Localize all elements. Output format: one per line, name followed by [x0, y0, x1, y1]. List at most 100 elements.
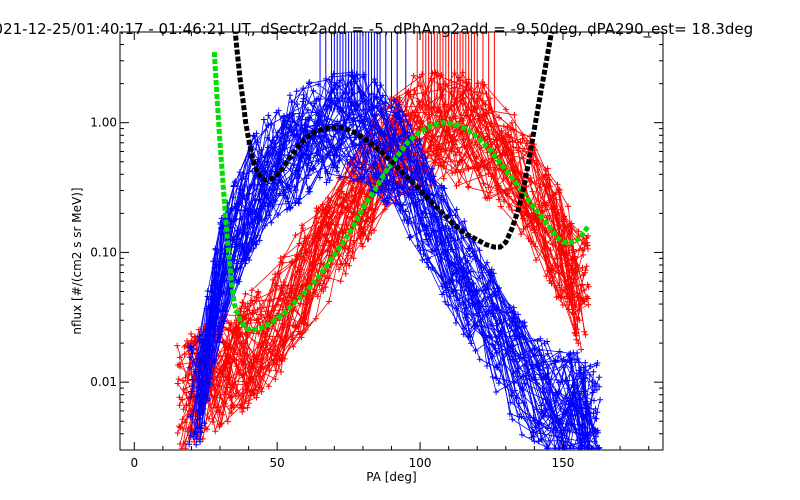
blue-marker — [375, 189, 381, 196]
red-marker — [225, 343, 232, 350]
blue-marker — [310, 87, 317, 94]
blue-marker — [582, 359, 589, 366]
blue-marker — [287, 165, 294, 172]
red-marker — [349, 248, 356, 255]
blue-marker — [197, 438, 204, 445]
red-marker — [251, 392, 258, 398]
blue-marker — [454, 297, 461, 304]
red-marker — [572, 303, 579, 310]
blue-marker — [240, 243, 247, 250]
blue-marker — [596, 374, 603, 381]
blue-marker — [302, 116, 309, 123]
red-marker — [449, 170, 456, 177]
red-marker — [569, 267, 576, 273]
red-marker — [181, 351, 188, 358]
red-marker — [575, 228, 582, 235]
red-marker — [442, 83, 449, 90]
blue-marker — [419, 210, 426, 217]
red-marker — [253, 317, 260, 324]
blue-marker — [222, 303, 229, 310]
blue-marker — [360, 92, 367, 99]
blue-marker — [262, 215, 269, 222]
red-marker — [533, 257, 539, 264]
red-marker — [565, 203, 572, 210]
blue-marker — [304, 162, 311, 169]
red-marker — [176, 361, 183, 367]
red-marker — [580, 272, 587, 278]
blue-marker — [284, 198, 291, 205]
red-marker — [453, 183, 460, 189]
blue-marker — [506, 304, 512, 311]
blue-marker — [490, 313, 497, 320]
red-marker — [411, 87, 418, 94]
blue-marker — [471, 303, 478, 310]
red-marker — [273, 282, 280, 289]
blue-marker — [407, 122, 414, 128]
blue-marker — [361, 175, 368, 181]
red-marker — [272, 367, 279, 374]
red-marker — [336, 266, 343, 273]
red-marker — [318, 260, 325, 267]
blue-marker — [189, 413, 196, 420]
blue-marker — [356, 141, 363, 148]
red-marker — [434, 70, 441, 77]
red-marker — [526, 133, 533, 140]
red-marker — [583, 263, 590, 270]
blue-marker — [260, 116, 267, 123]
red-marker — [314, 293, 321, 300]
blue-marker — [391, 97, 398, 104]
blue-marker — [437, 184, 444, 191]
blue-marker — [590, 368, 597, 375]
blue-marker — [465, 302, 472, 308]
red-marker — [326, 298, 333, 305]
red-marker — [323, 237, 330, 244]
red-marker — [504, 124, 511, 131]
red-marker — [276, 295, 283, 302]
red-marker — [427, 145, 434, 152]
blue-marker — [293, 88, 300, 95]
blue-marker — [484, 259, 490, 266]
red-marker — [459, 69, 466, 76]
blue-marker — [382, 198, 389, 205]
red-marker — [300, 240, 307, 247]
blue-marker — [186, 441, 193, 448]
blue-marker — [467, 253, 473, 260]
red-marker — [459, 90, 465, 97]
red-marker — [475, 129, 482, 136]
blue-marker — [311, 100, 318, 107]
blue-marker — [251, 133, 258, 140]
blue-marker — [594, 409, 601, 416]
blue-marker — [453, 206, 460, 213]
blue-marker — [510, 342, 517, 349]
red-marker — [195, 326, 202, 333]
red-marker — [301, 315, 307, 322]
blue-marker — [256, 196, 263, 203]
blue-marker — [188, 347, 195, 354]
red-marker — [339, 209, 346, 216]
red-marker — [279, 260, 286, 266]
blue-marker — [359, 120, 366, 127]
red-trace — [178, 97, 586, 427]
red-marker — [427, 139, 434, 146]
blue-marker — [495, 380, 502, 387]
blue-marker — [371, 76, 378, 83]
red-marker — [426, 98, 432, 105]
blue-marker — [315, 109, 322, 116]
blue-marker — [515, 311, 521, 318]
red-marker — [455, 179, 462, 186]
red-marker — [496, 166, 503, 173]
blue-marker — [438, 192, 445, 199]
blue-marker — [287, 92, 293, 99]
red-marker — [543, 182, 550, 189]
red-marker — [211, 404, 217, 411]
red-marker — [326, 202, 333, 209]
red-marker — [550, 192, 557, 199]
blue-marker — [230, 256, 237, 263]
red-marker — [524, 223, 531, 230]
red-marker — [485, 184, 492, 191]
red-marker — [188, 337, 195, 344]
red-marker — [582, 331, 589, 338]
blue-marker — [199, 379, 206, 385]
red-marker — [269, 348, 276, 355]
blue-marker — [544, 338, 551, 345]
